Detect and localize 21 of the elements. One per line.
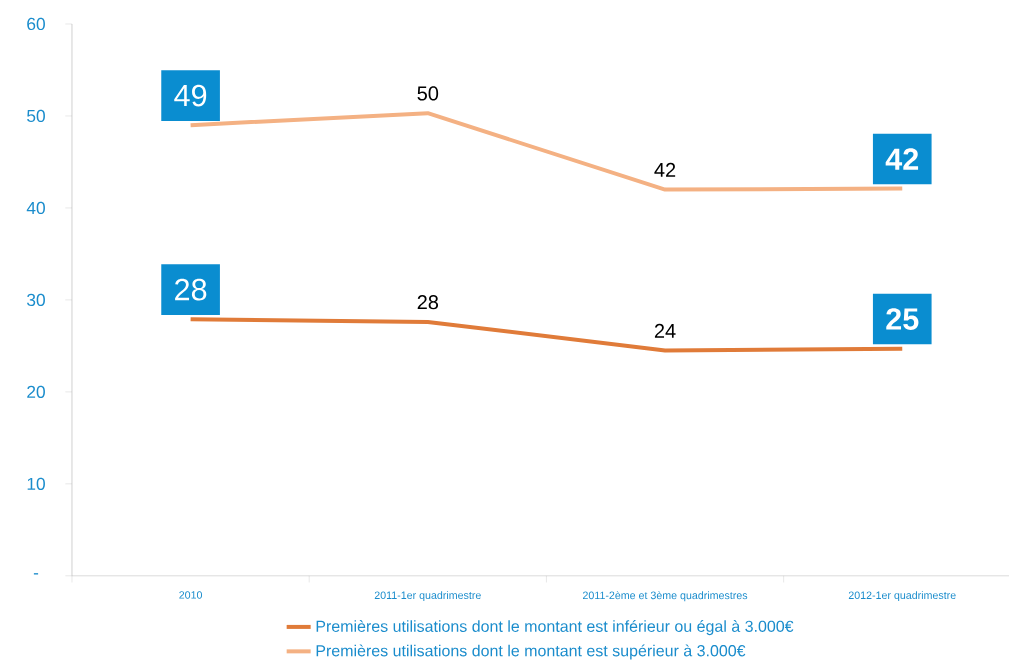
x-tick-label: 2011-2ème et 3ème quadrimestres xyxy=(582,590,748,602)
data-label: 24 xyxy=(654,323,676,338)
data-label: 28 xyxy=(175,278,207,301)
data-label: 50 xyxy=(417,86,439,101)
y-tick-label: - xyxy=(33,572,39,575)
x-tick-label: 2011-1er quadrimestre xyxy=(374,590,481,601)
legend-label: Premières utilisations dont le montant est inférieur ou égal à 3.000€ xyxy=(316,619,794,635)
data-label: 25 xyxy=(886,307,919,330)
data-label: 42 xyxy=(885,148,919,170)
data-label: 49 xyxy=(174,84,207,107)
y-tick-label: 50 xyxy=(27,109,45,122)
x-tick-label: 2010 xyxy=(179,590,203,599)
legend-label: Premières utilisations dont le montant est supérieur à 3.000€ xyxy=(316,644,746,660)
y-tick-label: 20 xyxy=(27,385,45,398)
x-tick-label: 2012-1er quadrimestre xyxy=(848,590,956,601)
y-tick-label: 60 xyxy=(27,17,45,30)
data-label: 28 xyxy=(417,294,439,310)
y-tick-label: 30 xyxy=(27,293,45,306)
y-tick-label: 10 xyxy=(27,477,45,490)
data-label: 42 xyxy=(654,162,676,177)
y-tick-label: 40 xyxy=(26,201,45,214)
